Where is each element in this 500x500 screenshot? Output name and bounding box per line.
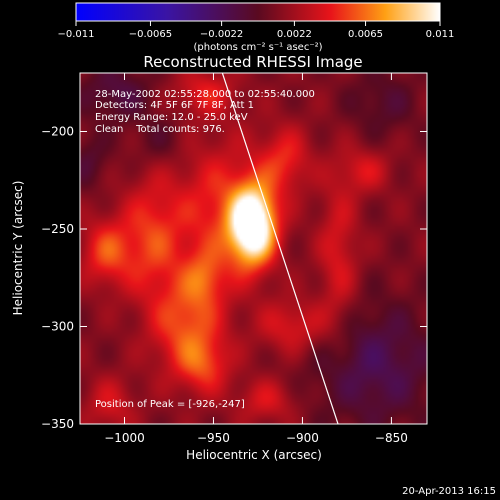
x-tick-label: −1000	[104, 431, 145, 445]
x-tick-label: −950	[197, 431, 230, 445]
footer-date: 20-Apr-2013 16:15	[402, 486, 496, 497]
colorbar-gradient	[75, 2, 441, 22]
heatmap-image	[80, 73, 427, 424]
peak-position-text: Position of Peak = [-926,-247]	[95, 399, 245, 410]
y-axis-ticks: −200 −250 −300 −350	[41, 125, 427, 431]
colorbar-tick-label: 0.0022	[277, 29, 312, 40]
time-range-text: 28-May-2002 02:55:28.000 to 02:55:40.000	[95, 89, 315, 100]
colorbar: −0.011 −0.0065 −0.0022 0.0022 0.0065 0.011 (p…	[57, 2, 454, 53]
colorbar-tick-label: −0.0065	[129, 29, 172, 40]
clean-counts-text: Clean Total counts: 976.	[95, 124, 225, 135]
x-tick-label: −850	[375, 431, 408, 445]
chart-title: Reconstructed RHESSI Image	[143, 53, 362, 71]
colorbar-tick-label: 0.0065	[348, 29, 383, 40]
plot-frame	[79, 72, 428, 425]
y-tick-label: −350	[41, 417, 74, 431]
colorbar-tick-label: −0.0022	[200, 29, 243, 40]
colorbar-tick-label: −0.011	[57, 29, 94, 40]
colorbar-ticks: −0.011 −0.0065 −0.0022 0.0022 0.0065 0.011	[57, 21, 454, 40]
y-tick-label: −200	[41, 125, 74, 139]
colorbar-tick-label: 0.011	[426, 29, 455, 40]
colorbar-unit-label: (photons cm⁻² s⁻¹ asec⁻²)	[193, 42, 322, 53]
x-axis-ticks: −1000 −950 −900 −850	[104, 73, 408, 445]
detectors-text: Detectors: 4F 5F 6F 7F 8F, Att 1	[95, 100, 254, 111]
energy-range-text: Energy Range: 12.0 - 25.0 keV	[95, 112, 248, 123]
solar-limb-line	[221, 73, 339, 424]
y-axis-label: Heliocentric Y (arcsec)	[11, 181, 25, 316]
y-tick-label: −300	[41, 320, 74, 334]
x-axis-label: Heliocentric X (arcsec)	[186, 448, 322, 462]
annotations: 28-May-2002 02:55:28.000 to 02:55:40.000…	[95, 89, 315, 410]
y-tick-label: −250	[41, 222, 74, 236]
x-tick-label: −900	[286, 431, 319, 445]
